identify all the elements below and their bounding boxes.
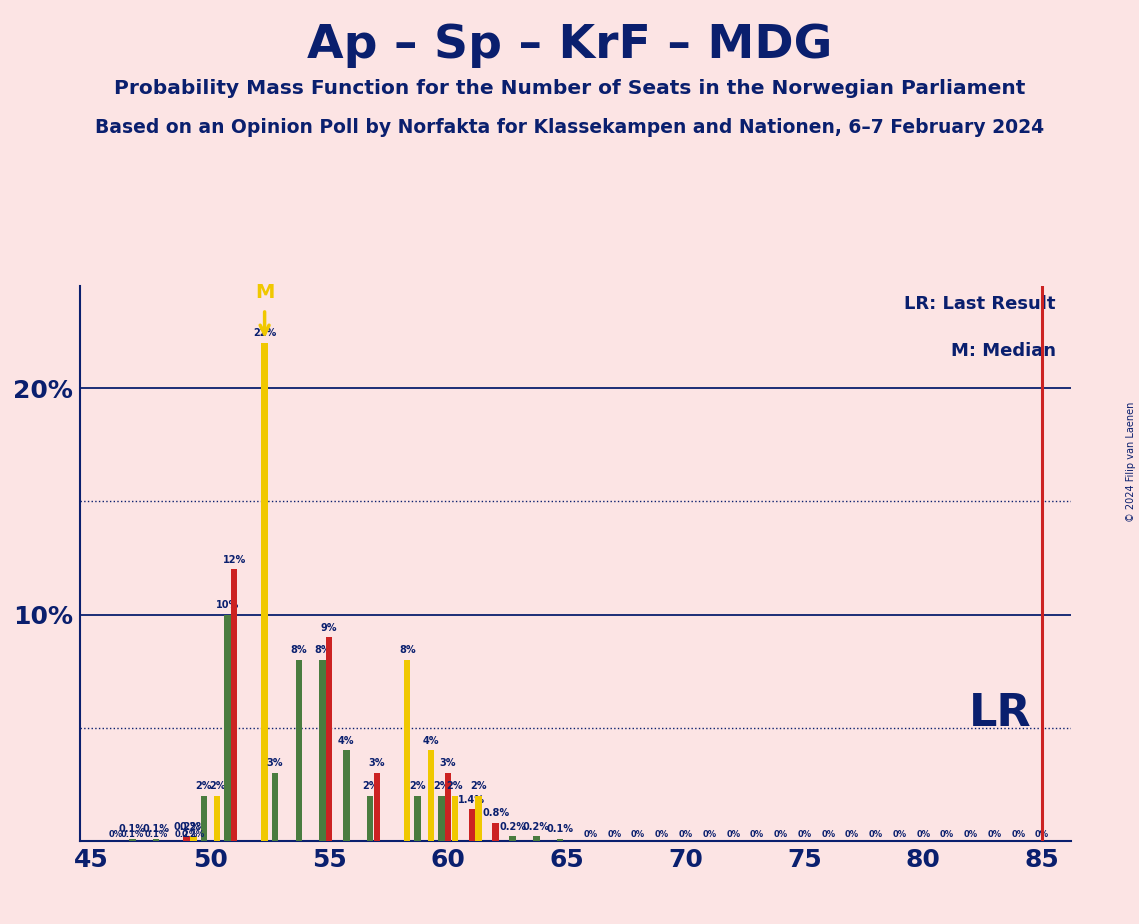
Text: 0%: 0% bbox=[797, 830, 812, 839]
Bar bbox=[415, 796, 420, 841]
Bar bbox=[272, 773, 278, 841]
Text: 0%: 0% bbox=[1011, 830, 1025, 839]
Text: 3%: 3% bbox=[440, 759, 457, 769]
Text: 0.1%: 0.1% bbox=[121, 830, 145, 839]
Text: 2%: 2% bbox=[208, 781, 226, 791]
Text: 0.8%: 0.8% bbox=[482, 808, 509, 819]
Text: 0%: 0% bbox=[749, 830, 764, 839]
Bar bbox=[439, 796, 444, 841]
Text: 0%: 0% bbox=[940, 830, 954, 839]
Text: 0.2%: 0.2% bbox=[175, 830, 198, 839]
Bar bbox=[533, 836, 540, 841]
Text: 0%: 0% bbox=[631, 830, 645, 839]
Text: 10%: 10% bbox=[216, 600, 239, 610]
Text: 0%: 0% bbox=[773, 830, 788, 839]
Bar bbox=[468, 809, 475, 841]
Text: 0.2%: 0.2% bbox=[182, 830, 205, 839]
Text: 0.2%: 0.2% bbox=[173, 821, 200, 832]
Text: 9%: 9% bbox=[321, 623, 337, 633]
Text: 0.2%: 0.2% bbox=[180, 821, 207, 832]
Text: 0%: 0% bbox=[845, 830, 859, 839]
Text: 0%: 0% bbox=[108, 830, 122, 839]
Text: 0%: 0% bbox=[703, 830, 716, 839]
Text: 2%: 2% bbox=[196, 781, 212, 791]
Text: 2%: 2% bbox=[409, 781, 426, 791]
Text: LR: Last Result: LR: Last Result bbox=[904, 295, 1056, 312]
Text: 0%: 0% bbox=[679, 830, 693, 839]
Text: 0%: 0% bbox=[964, 830, 978, 839]
Bar bbox=[374, 773, 380, 841]
Bar bbox=[214, 796, 220, 841]
Text: © 2024 Filip van Laenen: © 2024 Filip van Laenen bbox=[1126, 402, 1136, 522]
Text: LR: LR bbox=[968, 692, 1031, 735]
Text: 2%: 2% bbox=[446, 781, 462, 791]
Bar bbox=[509, 836, 516, 841]
Bar bbox=[319, 660, 326, 841]
Text: 3%: 3% bbox=[369, 759, 385, 769]
Bar bbox=[190, 836, 197, 841]
Text: 0.1%: 0.1% bbox=[145, 830, 167, 839]
Text: 3%: 3% bbox=[267, 759, 284, 769]
Bar bbox=[492, 822, 499, 841]
Bar bbox=[153, 839, 159, 841]
Text: 8%: 8% bbox=[290, 645, 308, 655]
Text: 22%: 22% bbox=[253, 329, 277, 338]
Text: 0.2%: 0.2% bbox=[523, 821, 550, 832]
Bar bbox=[404, 660, 410, 841]
Bar bbox=[367, 796, 374, 841]
Text: M: Median: M: Median bbox=[951, 342, 1056, 359]
Text: M: M bbox=[255, 284, 274, 302]
Text: 8%: 8% bbox=[314, 645, 331, 655]
Text: 8%: 8% bbox=[399, 645, 416, 655]
Bar bbox=[557, 839, 564, 841]
Text: 2%: 2% bbox=[433, 781, 450, 791]
Text: 0%: 0% bbox=[821, 830, 835, 839]
Text: Ap – Sp – KrF – MDG: Ap – Sp – KrF – MDG bbox=[306, 23, 833, 68]
Bar bbox=[326, 638, 333, 841]
Text: 0%: 0% bbox=[988, 830, 1001, 839]
Text: 0%: 0% bbox=[727, 830, 740, 839]
Text: 0%: 0% bbox=[607, 830, 622, 839]
Text: 0%: 0% bbox=[869, 830, 883, 839]
Bar bbox=[475, 796, 482, 841]
Text: 0.1%: 0.1% bbox=[142, 824, 170, 834]
Bar bbox=[296, 660, 302, 841]
Text: 4%: 4% bbox=[423, 736, 440, 746]
Bar bbox=[224, 614, 231, 841]
Text: 0.1%: 0.1% bbox=[118, 824, 146, 834]
Bar bbox=[451, 796, 458, 841]
Text: 0.2%: 0.2% bbox=[499, 821, 526, 832]
Text: 0.1%: 0.1% bbox=[547, 824, 574, 834]
Text: 4%: 4% bbox=[338, 736, 354, 746]
Text: 0%: 0% bbox=[893, 830, 907, 839]
Bar bbox=[200, 796, 207, 841]
Bar bbox=[183, 836, 190, 841]
Bar bbox=[445, 773, 451, 841]
Text: Probability Mass Function for the Number of Seats in the Norwegian Parliament: Probability Mass Function for the Number… bbox=[114, 79, 1025, 98]
Bar bbox=[261, 343, 268, 841]
Text: 1.4%: 1.4% bbox=[458, 795, 485, 805]
Text: Based on an Opinion Poll by Norfakta for Klassekampen and Nationen, 6–7 February: Based on an Opinion Poll by Norfakta for… bbox=[95, 118, 1044, 138]
Text: 0%: 0% bbox=[655, 830, 669, 839]
Bar bbox=[231, 569, 237, 841]
Text: 12%: 12% bbox=[222, 554, 246, 565]
Text: 0%: 0% bbox=[1035, 830, 1049, 839]
Text: 0%: 0% bbox=[583, 830, 598, 839]
Bar bbox=[428, 750, 434, 841]
Text: 0%: 0% bbox=[916, 830, 931, 839]
Bar bbox=[129, 839, 136, 841]
Text: 2%: 2% bbox=[362, 781, 378, 791]
Text: 2%: 2% bbox=[470, 781, 486, 791]
Bar bbox=[343, 750, 350, 841]
